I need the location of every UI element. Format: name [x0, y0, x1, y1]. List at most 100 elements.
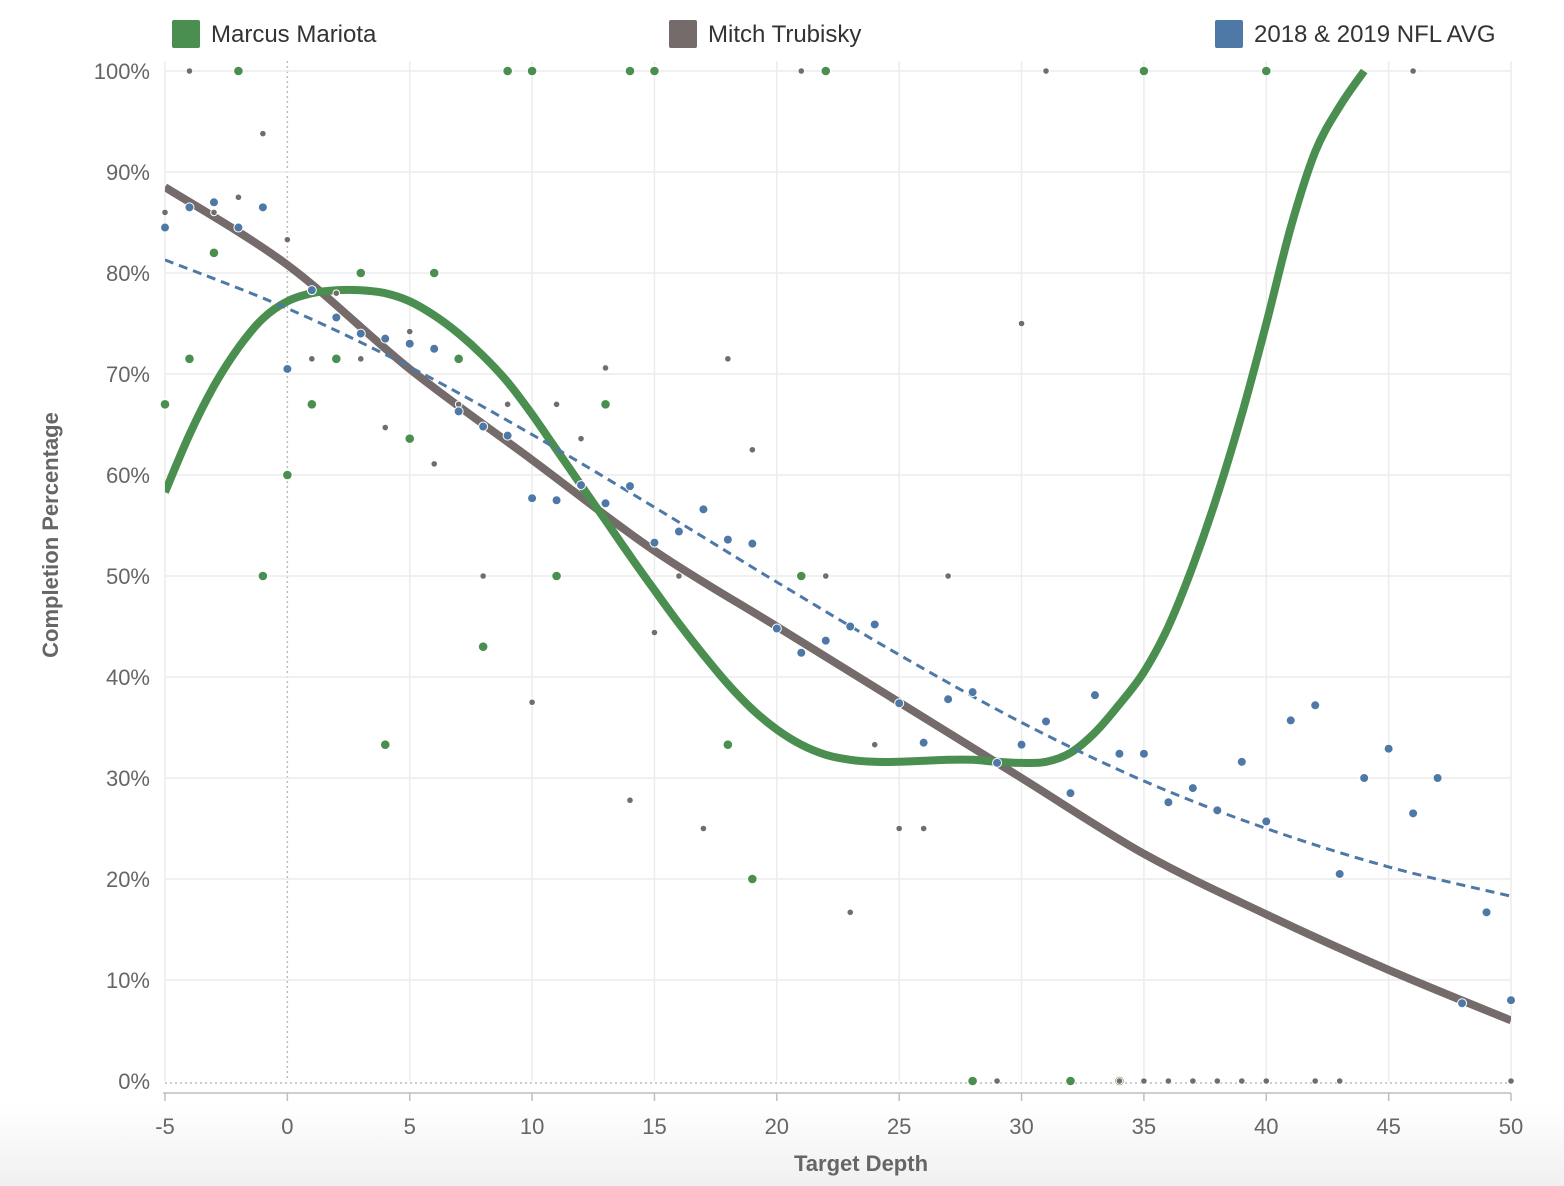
point-mitch-trubisky — [895, 824, 903, 833]
point-marcus-mariota — [624, 65, 636, 77]
x-tick-label: -5 — [155, 1114, 175, 1139]
point-mitch-trubisky — [1262, 1077, 1271, 1085]
point-2018-and-2019-nfl-avg — [453, 406, 464, 417]
point-2018-and-2019-nfl-avg — [478, 421, 489, 432]
point-2018-and-2019-nfl-avg — [673, 526, 684, 537]
point-marcus-mariota — [404, 433, 416, 444]
point-marcus-mariota — [355, 267, 367, 279]
point-mitch-trubisky — [601, 364, 610, 372]
point-2018-and-2019-nfl-avg — [1041, 716, 1052, 727]
point-2018-and-2019-nfl-avg — [894, 698, 905, 709]
y-tick-label: 10% — [106, 968, 150, 993]
point-marcus-mariota — [257, 570, 269, 582]
point-mitch-trubisky — [283, 235, 292, 244]
point-marcus-mariota — [1065, 1075, 1076, 1087]
point-2018-and-2019-nfl-avg — [527, 493, 538, 504]
point-2018-and-2019-nfl-avg — [331, 312, 342, 323]
point-marcus-mariota — [379, 739, 391, 750]
point-2018-and-2019-nfl-avg — [160, 222, 170, 233]
point-mitch-trubisky — [1238, 1077, 1246, 1085]
point-mitch-trubisky — [332, 289, 341, 298]
point-2018-and-2019-nfl-avg — [233, 222, 244, 233]
point-2018-and-2019-nfl-avg — [796, 647, 807, 658]
point-mitch-trubisky — [1409, 67, 1417, 75]
point-2018-and-2019-nfl-avg — [576, 480, 587, 491]
point-mitch-trubisky — [381, 423, 390, 432]
point-mitch-trubisky — [1164, 1077, 1173, 1085]
point-marcus-mariota — [428, 267, 440, 279]
point-mitch-trubisky — [650, 628, 659, 637]
point-mitch-trubisky — [185, 67, 194, 75]
trend-line-2018-and-2019-nfl-avg — [165, 258, 1511, 898]
point-2018-and-2019-nfl-avg — [404, 338, 415, 349]
point-marcus-mariota — [600, 399, 611, 410]
point-marcus-mariota — [184, 353, 195, 365]
point-2018-and-2019-nfl-avg — [1457, 998, 1468, 1009]
x-tick-label: 20 — [765, 1114, 789, 1139]
point-2018-and-2019-nfl-avg — [208, 197, 219, 208]
point-mitch-trubisky — [1140, 1077, 1148, 1085]
point-marcus-mariota — [453, 353, 464, 365]
point-2018-and-2019-nfl-avg — [1212, 805, 1223, 816]
point-mitch-trubisky — [1115, 1077, 1124, 1085]
legend-swatch-mitch-trubisky — [669, 20, 697, 48]
point-2018-and-2019-nfl-avg — [282, 363, 293, 374]
x-tick-label: 10 — [520, 1114, 544, 1139]
axes: -5 0 5 10 15 20 25 30 35 40 45 50 0% 10% 20% 30% 40% 50% 6… — [94, 59, 1524, 1139]
point-2018-and-2019-nfl-avg — [1334, 868, 1345, 879]
legend: Marcus Mariota Mitch Trubisky 2018 & 2019 … — [172, 20, 1496, 48]
y-tick-label: 90% — [106, 160, 150, 185]
point-mitch-trubisky — [552, 400, 561, 409]
point-2018-and-2019-nfl-avg — [1138, 748, 1149, 759]
x-tick-label: 50 — [1499, 1114, 1523, 1139]
point-2018-and-2019-nfl-avg — [624, 481, 635, 492]
y-tick-label: 80% — [106, 261, 150, 286]
point-marcus-mariota — [722, 739, 734, 750]
point-mitch-trubisky — [503, 400, 512, 409]
point-2018-and-2019-nfl-avg — [771, 623, 782, 634]
point-mitch-trubisky — [626, 796, 634, 805]
point-2018-and-2019-nfl-avg — [845, 621, 856, 632]
point-2018-and-2019-nfl-avg — [918, 737, 929, 748]
trend-lines — [165, 68, 1511, 1025]
point-mitch-trubisky — [846, 908, 855, 917]
y-tick-label: 100% — [94, 59, 150, 84]
x-axis-title: Target Depth — [794, 1151, 928, 1176]
point-marcus-mariota — [747, 873, 758, 885]
point-mitch-trubisky — [944, 572, 952, 580]
point-2018-and-2019-nfl-avg — [1408, 808, 1419, 819]
point-2018-and-2019-nfl-avg — [943, 694, 954, 705]
point-mitch-trubisky — [821, 572, 830, 580]
legend-label-mitch-trubisky: Mitch Trubisky — [708, 21, 861, 48]
y-tick-label: 50% — [106, 564, 150, 589]
x-tick-label: 5 — [404, 1114, 416, 1139]
point-2018-and-2019-nfl-avg — [1383, 743, 1394, 754]
point-mitch-trubisky — [724, 355, 732, 363]
point-mitch-trubisky — [1311, 1077, 1320, 1085]
point-2018-and-2019-nfl-avg — [820, 635, 831, 646]
point-mitch-trubisky — [161, 208, 169, 217]
point-2018-and-2019-nfl-avg — [1285, 715, 1296, 726]
point-marcus-mariota — [526, 65, 538, 77]
point-marcus-mariota — [233, 65, 244, 77]
point-mitch-trubisky — [259, 129, 267, 138]
point-mitch-trubisky — [405, 327, 414, 336]
gridlines — [164, 61, 1512, 1084]
point-2018-and-2019-nfl-avg — [1065, 788, 1076, 799]
point-mitch-trubisky — [577, 434, 585, 443]
point-mitch-trubisky — [797, 67, 806, 75]
y-axis-title: Completion Percentage — [38, 412, 63, 658]
point-2018-and-2019-nfl-avg — [306, 285, 317, 296]
point-2018-and-2019-nfl-avg — [257, 202, 268, 213]
point-2018-and-2019-nfl-avg — [1114, 748, 1125, 759]
point-2018-and-2019-nfl-avg — [380, 333, 391, 344]
point-2018-and-2019-nfl-avg — [1359, 773, 1370, 783]
point-mitch-trubisky — [1189, 1077, 1197, 1085]
point-mitch-trubisky — [479, 572, 487, 580]
x-tick-label: 40 — [1254, 1114, 1278, 1139]
point-2018-and-2019-nfl-avg — [1163, 797, 1174, 808]
y-tick-label: 40% — [106, 665, 150, 690]
data-points — [159, 65, 1516, 1087]
point-2018-and-2019-nfl-avg — [1261, 816, 1272, 827]
point-2018-and-2019-nfl-avg — [1016, 739, 1027, 750]
